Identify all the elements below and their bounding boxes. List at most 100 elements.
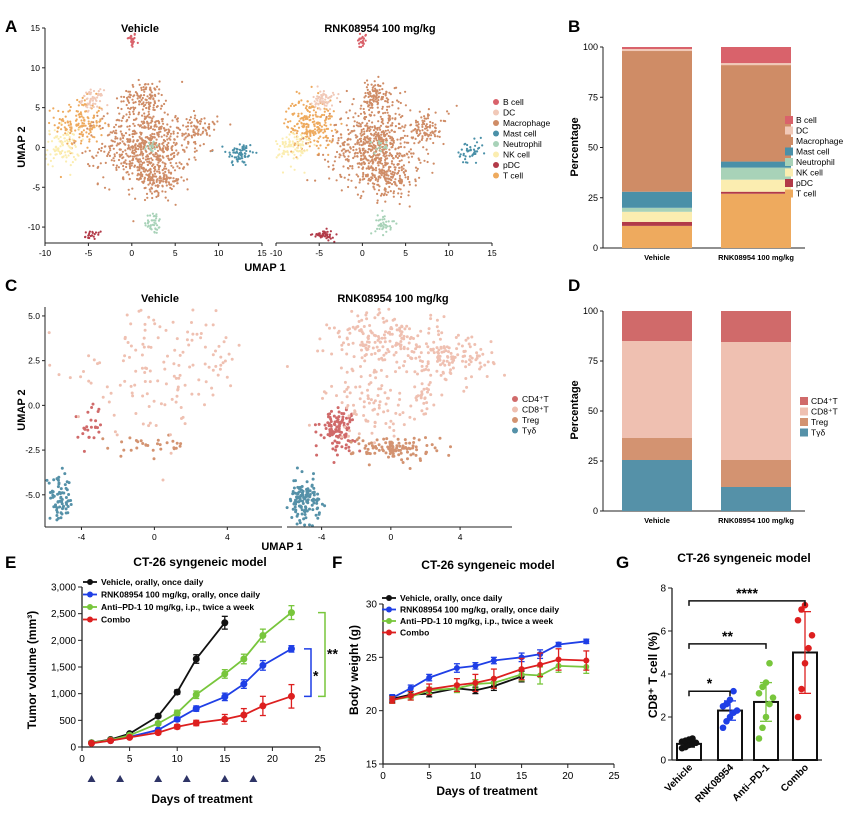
umap-c-point [352,355,356,359]
umap-a-point [367,182,370,185]
umap-c-point [62,491,66,495]
umap-c-point [404,446,408,449]
panel-a-legend-label: Neutrophil [503,139,542,149]
umap-a-point [84,124,87,127]
umap-c-point [412,436,416,440]
umap-a-point [312,117,315,120]
umap-a-point [314,132,317,135]
umap-a-point [421,121,425,124]
umap-a-point [188,134,191,137]
umap-a-point [427,152,430,155]
umap-c-point [94,425,97,429]
umap-c-point [310,483,314,487]
umap-a-point [302,137,305,140]
umap-a-point [165,174,168,177]
panel-e-data-point [192,719,200,727]
umap-c-point [333,439,337,443]
umap-a-point [385,174,388,177]
panel-c-xtick-label: -4 [78,532,86,542]
umap-a-point [114,137,117,140]
umap-a-point [380,96,383,99]
umap-c-point [337,424,341,428]
umap-c-point [56,478,60,482]
umap-a-point [384,94,387,97]
umap-c-point [385,375,389,378]
umap-a-point [358,32,362,36]
umap-a-point [370,232,373,235]
umap-a-point [118,112,121,115]
panel-c-xtick-label: 0 [388,532,393,542]
umap-a-point [366,151,369,154]
umap-c-point [380,384,384,388]
umap-a-point [87,122,90,125]
umap-a-point [93,96,96,99]
umap-a-point [303,150,306,153]
umap-a-point [372,90,375,93]
umap-a-point [126,125,129,128]
umap-c-point [66,499,70,503]
umap-c-point [292,479,296,483]
umap-a-point [159,126,162,129]
umap-a-point [312,109,315,112]
umap-a-point [166,113,169,116]
umap-a-point [99,127,102,130]
umap-a-point [369,92,372,95]
umap-a-point [323,235,327,238]
umap-a-point [397,169,400,172]
umap-a-point [387,98,390,101]
umap-a-point [375,150,378,153]
umap-a-point [358,138,361,141]
panel-f-data-point [389,697,396,703]
umap-a-point [432,131,435,135]
umap-a-point [138,100,141,103]
umap-a-point [66,120,69,123]
umap-a-point [114,123,118,126]
umap-a-point [88,164,91,168]
umap-c-point [407,446,411,450]
panel-a-ytick-label: 15 [31,23,41,33]
umap-a-point [131,151,134,154]
umap-a-point [178,167,181,170]
panel-f-title: CT-26 syngeneic model [421,558,554,572]
umap-a-point [382,226,385,229]
umap-c-point [56,492,60,496]
umap-a-point [176,165,179,168]
umap-a-point [228,151,231,154]
umap-c-point [141,394,145,398]
umap-a-point [397,100,400,103]
umap-a-point [376,201,379,204]
umap-a-point [120,153,124,156]
umap-a-point [328,108,332,111]
umap-a-point [323,158,327,161]
umap-a-point [320,95,324,98]
umap-c-point [152,399,156,403]
panel-e-ytick-label: 500 [59,716,76,727]
umap-a-point [197,132,200,136]
umap-a-point [297,114,300,118]
panel-a-xlabel: UMAP 1 [244,262,285,274]
umap-a-point [128,193,131,196]
umap-a-point [314,105,317,108]
umap-a-point [362,173,365,176]
umap-c-point [359,343,363,347]
umap-a-point [364,124,367,127]
umap-a-point [426,114,430,117]
umap-a-point [122,115,125,118]
umap-a-point [296,130,299,133]
umap-a-point [414,180,417,183]
umap-a-point [132,118,136,121]
umap-c-point [483,363,487,367]
umap-a-point [151,145,154,149]
umap-a-point [356,139,359,142]
umap-a-point [65,160,68,163]
umap-a-point [351,130,354,133]
umap-a-point [380,133,383,136]
umap-a-point [88,149,91,152]
umap-a-point [368,104,371,107]
umap-a-point [224,150,227,153]
umap-a-point [302,117,305,120]
umap-a-point [339,154,342,157]
umap-a-point [77,122,80,125]
umap-c-point [293,491,297,495]
umap-a-point [413,142,416,145]
